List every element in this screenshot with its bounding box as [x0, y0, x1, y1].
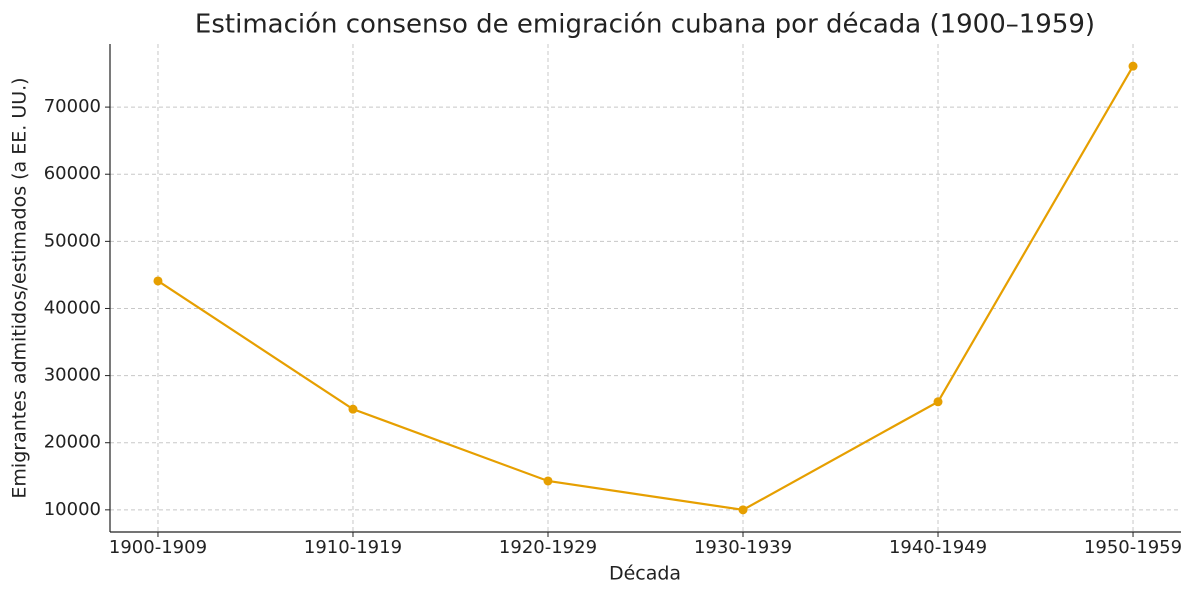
x-tick-label: 1950-1959 [1084, 537, 1182, 558]
point [348, 404, 358, 414]
point [933, 397, 943, 407]
x-tick-label: 1920-1929 [499, 537, 597, 558]
x-tick-label: 1900-1909 [109, 537, 207, 558]
chart-title: Estimación consenso de emigración cubana… [195, 10, 1095, 40]
x-tick-label: 1940-1949 [889, 537, 987, 558]
y-axis-label: Emigrantes admitidos/estimados (a EE. UU… [9, 77, 31, 498]
y-tick-label: 70000 [44, 96, 101, 117]
x-tick-label: 1930-1939 [694, 537, 792, 558]
y-tick-label: 40000 [44, 297, 101, 318]
y-tick-label: 60000 [44, 163, 101, 184]
point [153, 276, 163, 286]
line [157, 65, 1134, 511]
x-axis-label: Década [609, 563, 681, 585]
y-tick-label: 50000 [44, 230, 101, 251]
y-tick-label: 30000 [44, 365, 101, 386]
point [738, 505, 748, 515]
point [1128, 61, 1138, 71]
point [543, 476, 553, 486]
y-tick-label: 10000 [44, 499, 101, 520]
y-tick-label: 20000 [44, 432, 101, 453]
x-tick-label: 1910-1919 [304, 537, 402, 558]
